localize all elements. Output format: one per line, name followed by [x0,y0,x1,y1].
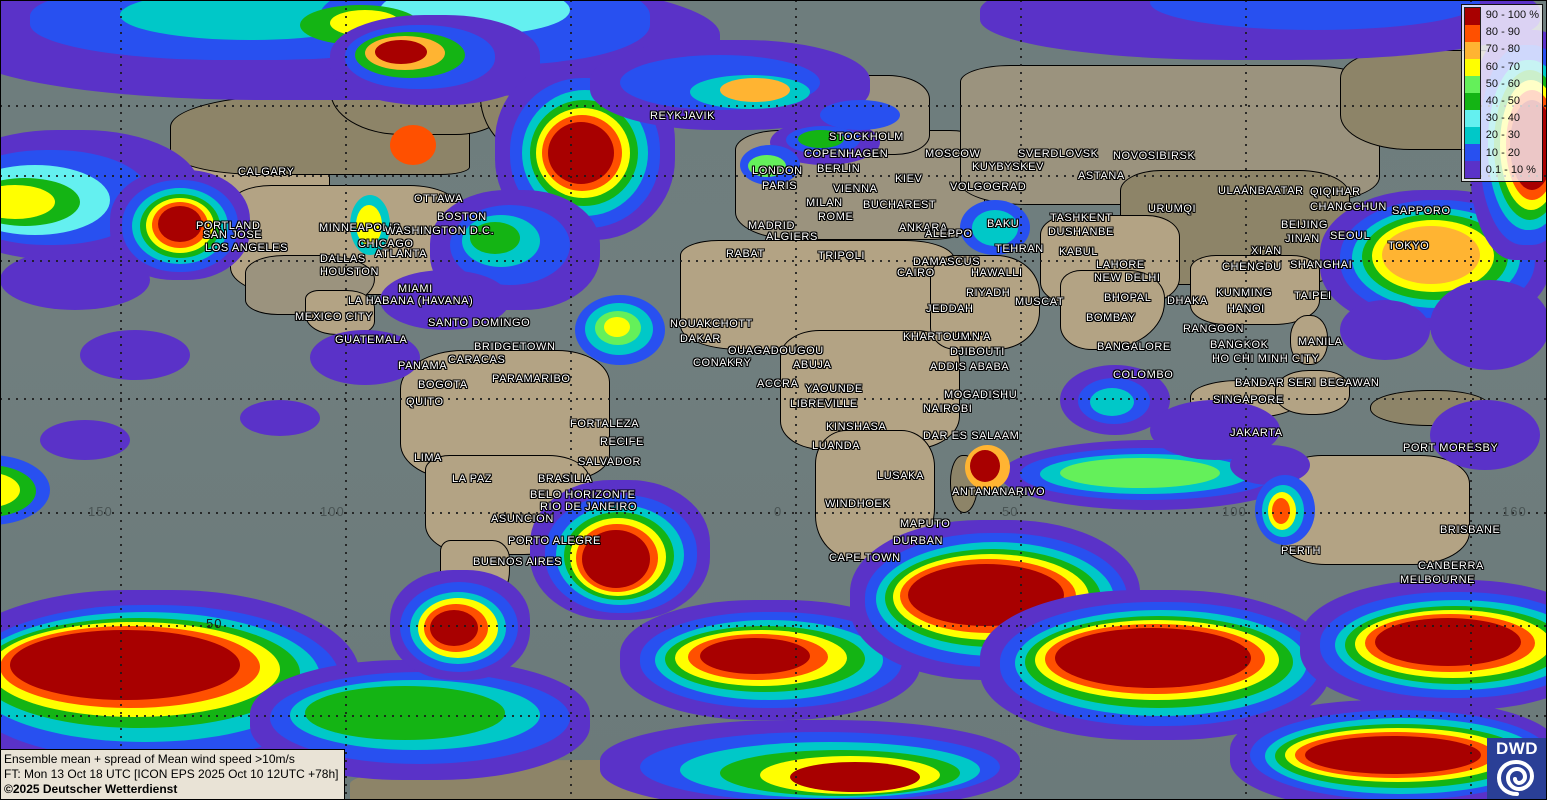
dwd-logo: DWD [1487,738,1547,800]
map-caption: Ensemble mean + spread of Mean wind spee… [0,749,346,800]
legend-band-label: 30 - 40 [1485,112,1521,125]
legend-band-label: 90 - 100 % [1485,9,1539,21]
caption-valid-time: FT: Mon 13 Oct 18 UTC [ICON EPS 2025 Oct… [4,767,339,781]
longitude-label: 0 [774,504,783,519]
color-scale-legend: 90 - 100 % 80 - 90 70 - 80 60 - 70 50 - 60 40… [1460,4,1543,182]
caption-copyright: ©2025 Deutscher Wetterdienst [4,782,178,796]
legend-band-label: 40 - 50 [1485,95,1521,108]
legend-swatch-column [1463,7,1481,179]
dwd-logo-text: DWD [1495,739,1539,758]
latitude-label: 50 [206,616,223,631]
legend-band-label: 60 - 70 [1485,60,1521,73]
caption-product-title: Ensemble mean + spread of Mean wind spee… [4,752,295,766]
legend-swatch [1464,127,1480,144]
legend-swatch [1464,161,1480,178]
legend-band-label: 70 - 80 [1485,43,1521,56]
legend-band-label: 20 - 30 [1485,129,1521,142]
spiral-icon [1497,759,1535,796]
legend-swatch [1464,93,1480,110]
legend-band-label: 10 - 20 [1485,146,1521,159]
longitude-label: 100 [320,504,345,519]
legend-swatch [1464,110,1480,127]
legend-label-column: 90 - 100 % 80 - 90 70 - 80 60 - 70 50 - 60 40… [1481,7,1539,179]
legend-band-label: 80 - 90 [1485,26,1521,39]
legend-swatch [1464,76,1480,93]
longitude-label: 50 [1002,504,1019,519]
longitude-label: 150 [88,504,113,519]
longitude-label: 100 [1222,504,1247,519]
legend-swatch [1464,42,1480,59]
legend-band-label: 50 - 60 [1485,77,1521,90]
legend-swatch [1464,25,1480,42]
legend-swatch [1464,8,1480,25]
longitude-label: 160 [1502,504,1527,519]
legend-swatch [1464,144,1480,161]
legend-swatch [1464,59,1480,76]
legend-band-label: 0.1 - 10 % [1485,163,1536,176]
